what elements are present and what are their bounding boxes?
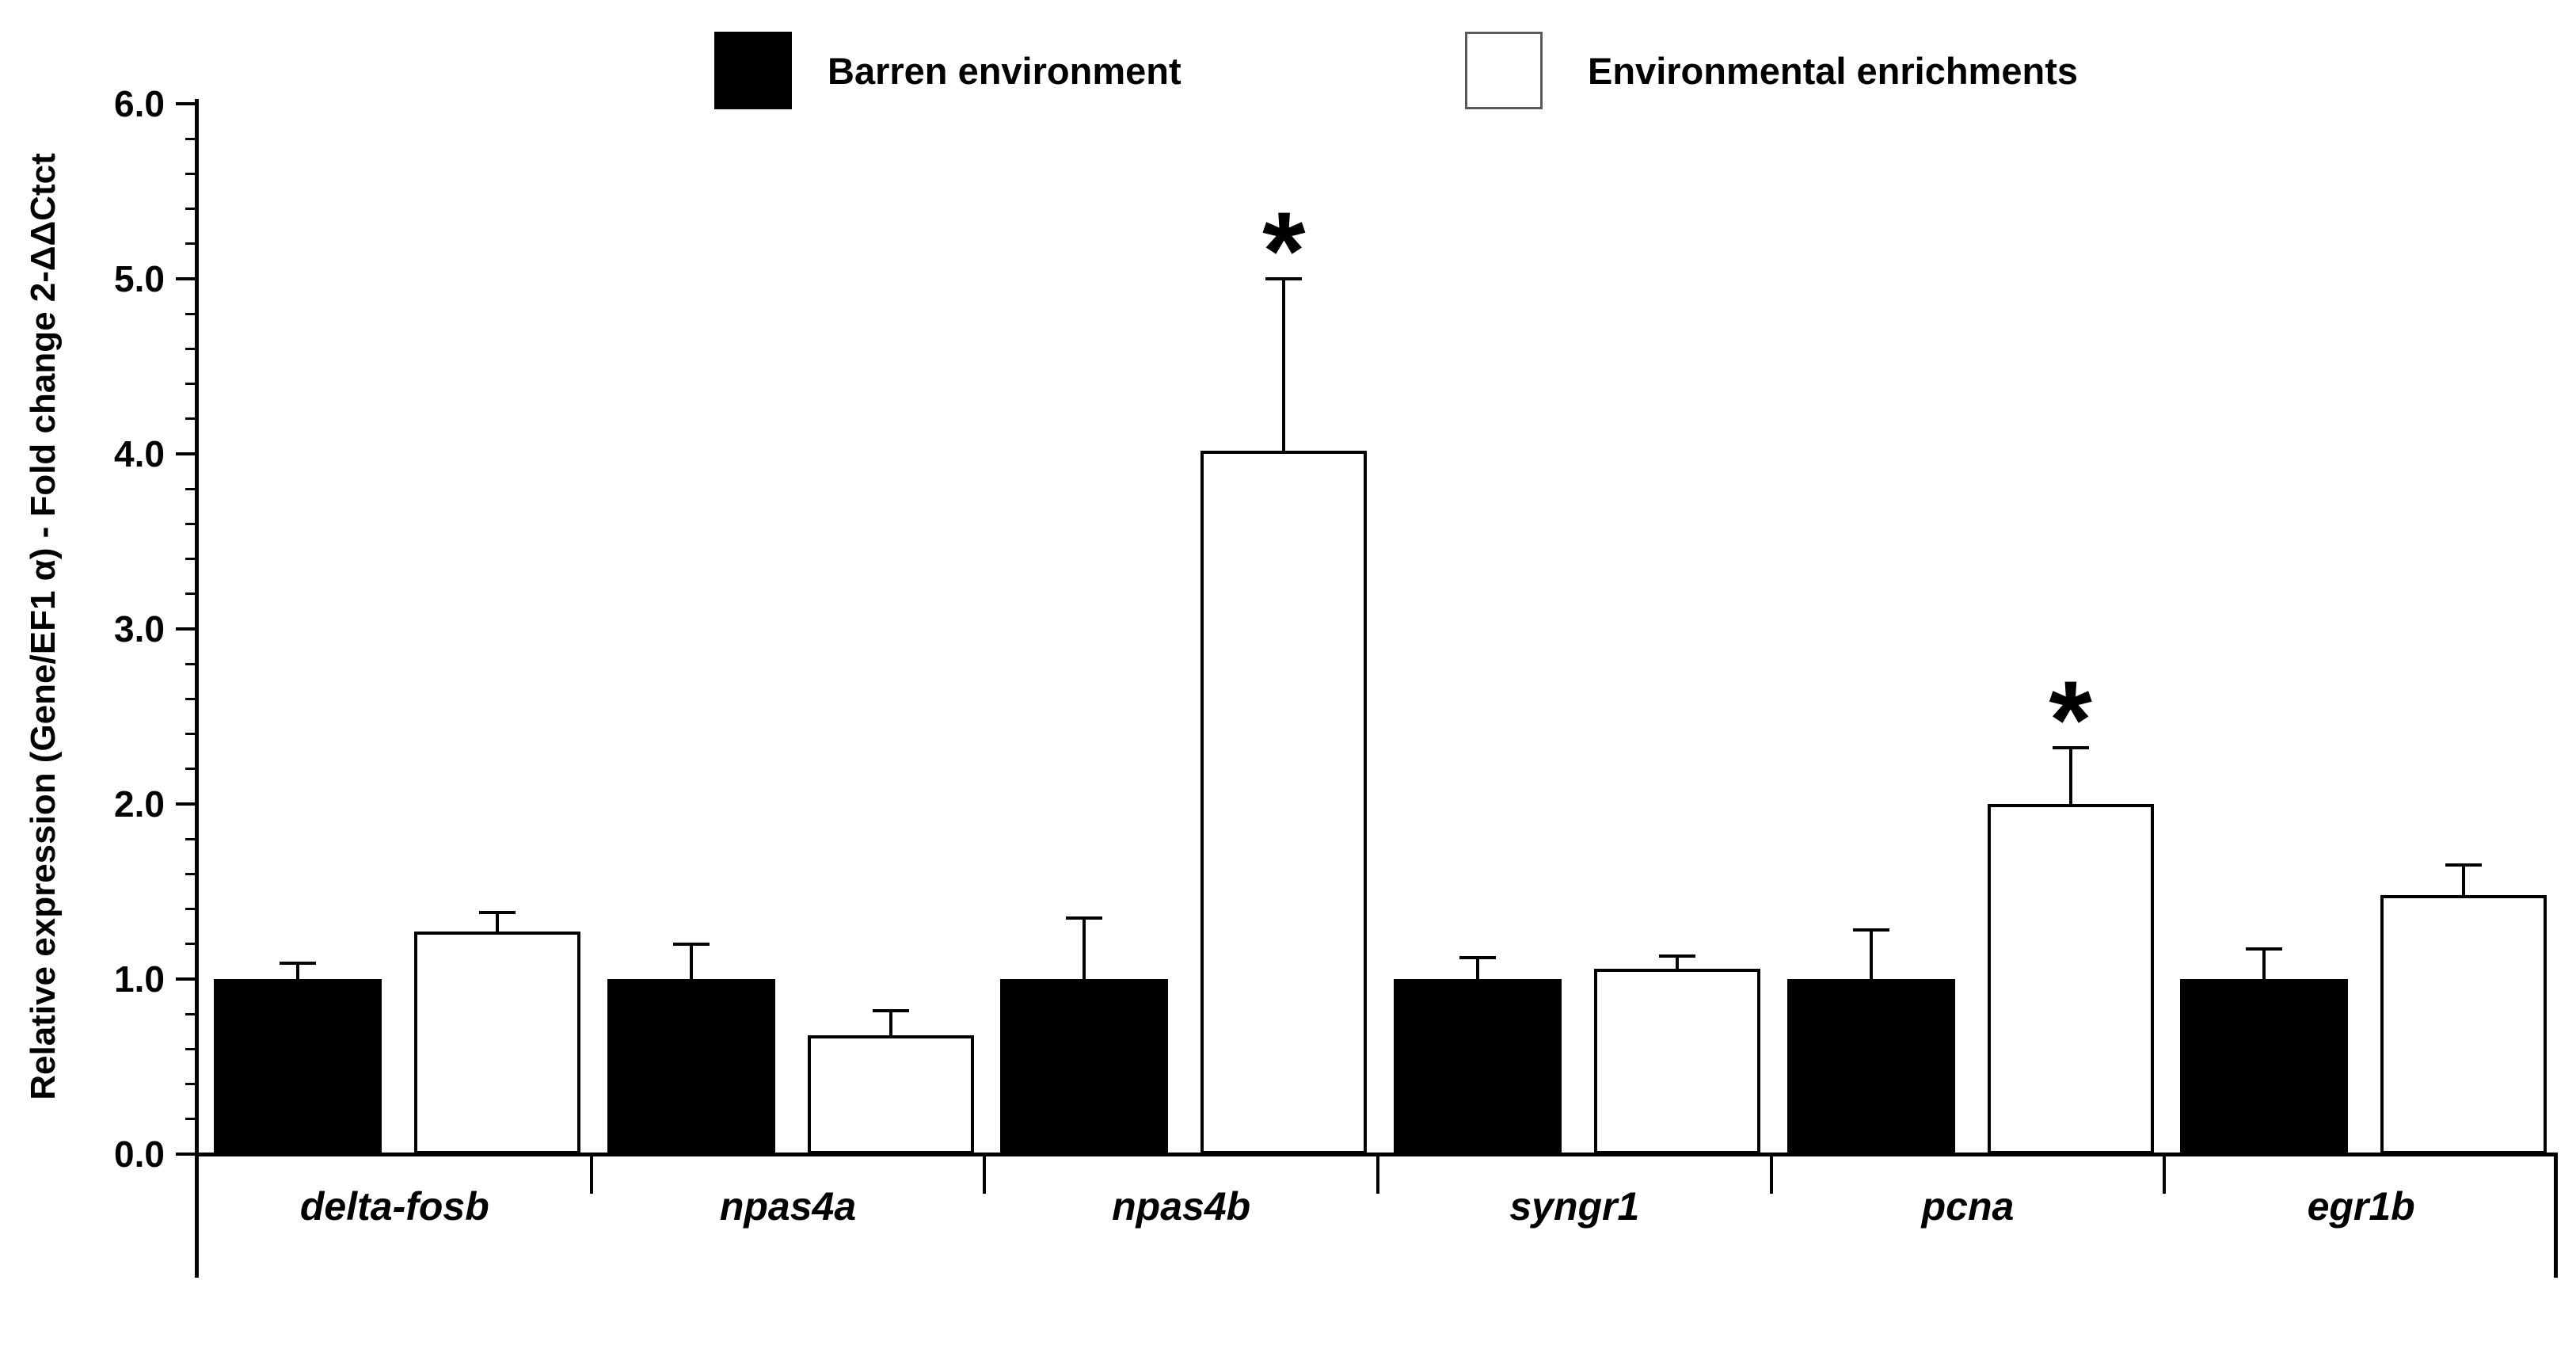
category-label-pcna: pcna bbox=[1921, 1184, 2015, 1229]
x-axis-end-tick bbox=[2554, 1154, 2558, 1278]
category-separator-tick bbox=[1769, 1154, 1773, 1194]
error-bar-line bbox=[888, 1010, 892, 1035]
y-tick-label: 1.0 bbox=[114, 958, 165, 1000]
category-label-npas4a: npas4a bbox=[719, 1184, 857, 1229]
y-minor-tick bbox=[185, 1118, 198, 1121]
error-bar-line bbox=[2068, 748, 2072, 804]
significance-asterisk: * bbox=[2049, 657, 2092, 783]
y-minor-tick bbox=[185, 242, 198, 246]
y-minor-tick bbox=[185, 522, 198, 525]
y-tick-label: 3.0 bbox=[114, 608, 165, 650]
bar-enriched-egr1b bbox=[2380, 894, 2547, 1154]
y-minor-tick bbox=[185, 137, 198, 140]
significance-asterisk: * bbox=[1262, 189, 1306, 313]
y-major-tick bbox=[176, 277, 198, 280]
legend-swatch-barren-environment bbox=[714, 32, 792, 109]
error-bar-cap bbox=[1852, 928, 1889, 932]
legend-swatch-environmental-enrichments bbox=[1465, 32, 1543, 109]
y-minor-tick bbox=[185, 733, 198, 736]
y-minor-tick bbox=[185, 1047, 198, 1050]
y-tick-label: 2.0 bbox=[114, 783, 165, 825]
y-minor-tick bbox=[185, 383, 198, 386]
category-separator-tick bbox=[983, 1154, 987, 1194]
error-bar-line bbox=[496, 913, 499, 932]
y-major-tick bbox=[176, 627, 198, 631]
error-bar-line bbox=[1083, 917, 1086, 979]
y-major-tick bbox=[176, 102, 198, 105]
bar-barren-syngr1 bbox=[1394, 979, 1562, 1154]
y-minor-tick bbox=[185, 558, 198, 561]
category-separator-tick bbox=[589, 1154, 593, 1194]
error-bar-line bbox=[2262, 949, 2266, 979]
error-bar-cap bbox=[479, 911, 516, 915]
error-bar-line bbox=[1282, 279, 1286, 451]
category-label-egr1b: egr1b bbox=[2307, 1184, 2415, 1229]
category-separator-tick bbox=[2163, 1154, 2167, 1194]
y-minor-tick bbox=[185, 487, 198, 490]
error-bar-cap bbox=[1066, 916, 1103, 920]
y-tick-label: 6.0 bbox=[114, 83, 165, 124]
error-bar-cap bbox=[1265, 277, 1303, 280]
legend-item-environmental-enrichments: Environmental enrichments bbox=[1465, 32, 2078, 109]
bar-barren-pcna bbox=[1786, 979, 1955, 1154]
error-bar-line bbox=[1676, 956, 1679, 969]
bar-barren-egr1b bbox=[2180, 979, 2349, 1154]
bar-enriched-npas4a bbox=[807, 1034, 974, 1154]
error-bar-cap bbox=[2246, 947, 2283, 951]
error-bar-cap bbox=[2445, 863, 2483, 867]
bar-enriched-pcna bbox=[1987, 804, 2154, 1154]
y-major-tick bbox=[176, 452, 198, 455]
bar-enriched-delta-fosb bbox=[414, 932, 580, 1154]
category-label-npas4b: npas4b bbox=[1112, 1184, 1251, 1229]
legend-label-environmental-enrichments: Environmental enrichments bbox=[1588, 49, 2078, 92]
error-bar-line bbox=[296, 963, 299, 979]
y-major-tick bbox=[176, 977, 198, 981]
bar-barren-npas4a bbox=[607, 979, 775, 1154]
error-bar-cap bbox=[2052, 746, 2089, 750]
y-tick-label: 0.0 bbox=[114, 1134, 165, 1175]
bar-barren-delta-fosb bbox=[214, 979, 382, 1154]
bar-barren-npas4b bbox=[1000, 979, 1169, 1154]
category-label-syngr1: syngr1 bbox=[1509, 1184, 1640, 1229]
y-minor-tick bbox=[185, 1012, 198, 1015]
y-minor-tick bbox=[185, 908, 198, 911]
category-separator-tick bbox=[1376, 1154, 1379, 1194]
y-minor-tick bbox=[185, 943, 198, 946]
y-tick-label: 4.0 bbox=[114, 433, 165, 474]
error-bar-cap bbox=[280, 962, 316, 966]
y-minor-tick bbox=[185, 697, 198, 700]
y-minor-tick bbox=[185, 347, 198, 350]
error-bar-line bbox=[1476, 958, 1479, 979]
y-major-tick bbox=[176, 1153, 198, 1156]
y-axis-line bbox=[195, 99, 199, 1278]
error-bar-cap bbox=[1659, 954, 1695, 958]
category-label-delta-fosb: delta-fosb bbox=[299, 1184, 489, 1229]
error-bar-cap bbox=[672, 942, 710, 946]
y-minor-tick bbox=[185, 312, 198, 315]
error-bar-line bbox=[1869, 930, 1873, 979]
bar-enriched-syngr1 bbox=[1594, 968, 1760, 1154]
legend-item-barren-environment: Barren environment bbox=[714, 32, 1181, 109]
y-minor-tick bbox=[185, 837, 198, 840]
y-minor-tick bbox=[185, 872, 198, 875]
y-minor-tick bbox=[185, 172, 198, 175]
error-bar-cap bbox=[872, 1008, 909, 1012]
y-minor-tick bbox=[185, 662, 198, 665]
y-minor-tick bbox=[185, 768, 198, 771]
y-minor-tick bbox=[185, 208, 198, 211]
legend-label-barren-environment: Barren environment bbox=[828, 49, 1181, 92]
bar-enriched-npas4b bbox=[1200, 450, 1368, 1154]
y-tick-label: 5.0 bbox=[114, 258, 165, 299]
y-minor-tick bbox=[185, 1083, 198, 1086]
y-minor-tick bbox=[185, 592, 198, 596]
error-bar-cap bbox=[1459, 956, 1496, 960]
y-major-tick bbox=[176, 802, 198, 806]
error-bar-line bbox=[689, 943, 693, 979]
error-bar-line bbox=[2462, 865, 2466, 895]
y-minor-tick bbox=[185, 417, 198, 421]
